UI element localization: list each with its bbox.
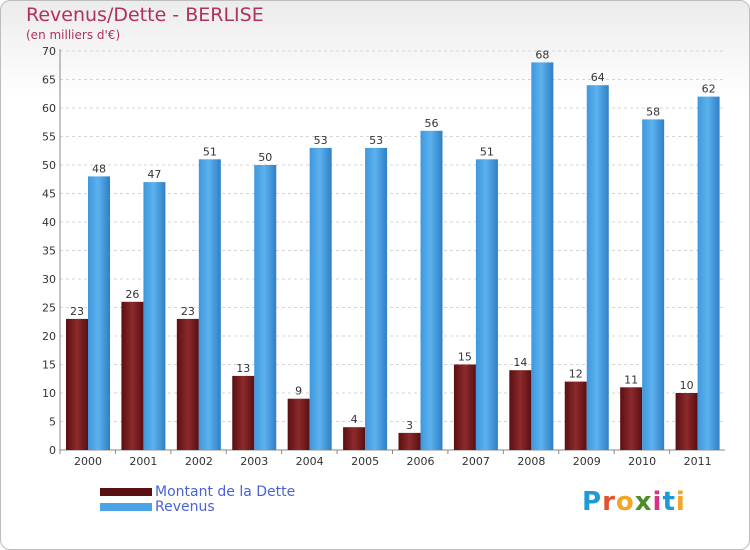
data-label: 4: [351, 413, 358, 426]
data-label: 56: [425, 117, 439, 130]
bar-revenus: [309, 147, 332, 450]
y-tick-label: 55: [42, 131, 56, 144]
x-tick-label: 2002: [185, 455, 213, 468]
bar-dette: [121, 301, 144, 450]
data-label: 3: [406, 419, 413, 432]
logo-letter: i: [652, 487, 663, 517]
logo-letter: i: [675, 487, 686, 517]
y-tick-label: 15: [42, 359, 56, 372]
x-tick-label: 2008: [517, 455, 545, 468]
data-label: 64: [591, 71, 605, 84]
data-label: 53: [369, 134, 383, 147]
x-tick-label: 2006: [407, 455, 435, 468]
y-tick-label: 65: [42, 74, 56, 87]
x-tick-label: 2001: [129, 455, 157, 468]
chart-subtitle: (en milliers d'€): [26, 28, 121, 42]
y-tick-label: 35: [42, 245, 56, 258]
data-label: 51: [203, 145, 217, 158]
x-tick-label: 2004: [296, 455, 324, 468]
legend-swatch-revenus: [100, 503, 152, 511]
data-label: 15: [458, 351, 472, 364]
x-tick-label: 2000: [74, 455, 102, 468]
logo-letter: t: [662, 487, 676, 517]
x-tick-label: 2010: [628, 455, 656, 468]
bar-revenus: [475, 159, 498, 451]
bar-dette: [509, 370, 532, 450]
data-label: 12: [569, 368, 583, 381]
bar-revenus: [642, 119, 665, 451]
x-tick-label: 2011: [684, 455, 712, 468]
data-label: 9: [295, 385, 302, 398]
data-label: 50: [258, 151, 272, 164]
data-label: 68: [535, 48, 549, 61]
data-label: 14: [513, 356, 527, 369]
legend-label-revenus: Revenus: [155, 499, 215, 515]
bar-dette: [675, 393, 698, 450]
bar-revenus: [420, 130, 443, 451]
y-tick-label: 60: [42, 102, 56, 115]
logo-letter: r: [602, 487, 616, 517]
data-label: 47: [147, 168, 161, 181]
data-label: 48: [92, 162, 106, 175]
proxiti-logo: Proxiti: [582, 487, 686, 517]
bar-dette: [66, 318, 88, 450]
data-label: 26: [125, 288, 139, 301]
bar-revenus: [531, 62, 554, 451]
data-label: 10: [680, 379, 694, 392]
y-tick-label: 30: [42, 273, 56, 286]
bar-dette: [398, 432, 421, 450]
y-tick-label: 70: [42, 45, 56, 58]
y-tick-label: 40: [42, 216, 56, 229]
bar-revenus: [88, 176, 110, 450]
legend-label-debt: Montant de la Dette: [155, 484, 296, 500]
data-label: 62: [702, 83, 716, 96]
chart-title: Revenus/Dette - BERLISE: [26, 4, 264, 26]
bar-dette: [453, 364, 476, 450]
logo-letter: x: [634, 487, 653, 517]
logo-letter: P: [582, 487, 603, 517]
data-label: 53: [314, 134, 328, 147]
x-tick-label: 2003: [240, 455, 268, 468]
data-label: 23: [181, 305, 195, 318]
y-tick-label: 10: [42, 387, 56, 400]
y-tick-label: 45: [42, 188, 56, 201]
y-tick-label: 25: [42, 302, 56, 315]
bar-dette: [287, 398, 310, 450]
y-tick-label: 0: [49, 444, 56, 457]
bar-revenus: [365, 147, 388, 450]
y-tick-label: 50: [42, 159, 56, 172]
x-tick-label: 2009: [573, 455, 601, 468]
y-tick-label: 20: [42, 330, 56, 343]
bar-revenus: [254, 165, 277, 450]
data-label: 58: [646, 105, 660, 118]
bar-dette: [176, 318, 199, 450]
y-tick-label: 5: [49, 416, 56, 429]
bar-revenus: [143, 182, 166, 450]
data-label: 51: [480, 145, 494, 158]
x-tick-label: 2007: [462, 455, 490, 468]
bar-revenus: [586, 85, 609, 450]
bar-revenus: [697, 96, 720, 450]
logo-letter: o: [615, 487, 635, 517]
bar-dette: [232, 375, 255, 450]
x-tick-label: 2005: [351, 455, 379, 468]
bar-dette: [343, 427, 366, 450]
legend-swatch-debt: [100, 488, 152, 496]
bar-revenus: [198, 159, 221, 451]
data-label: 13: [236, 362, 250, 375]
bar-dette: [620, 387, 643, 450]
bar-dette: [564, 381, 587, 450]
data-label: 11: [624, 373, 638, 386]
data-label: 23: [70, 305, 84, 318]
